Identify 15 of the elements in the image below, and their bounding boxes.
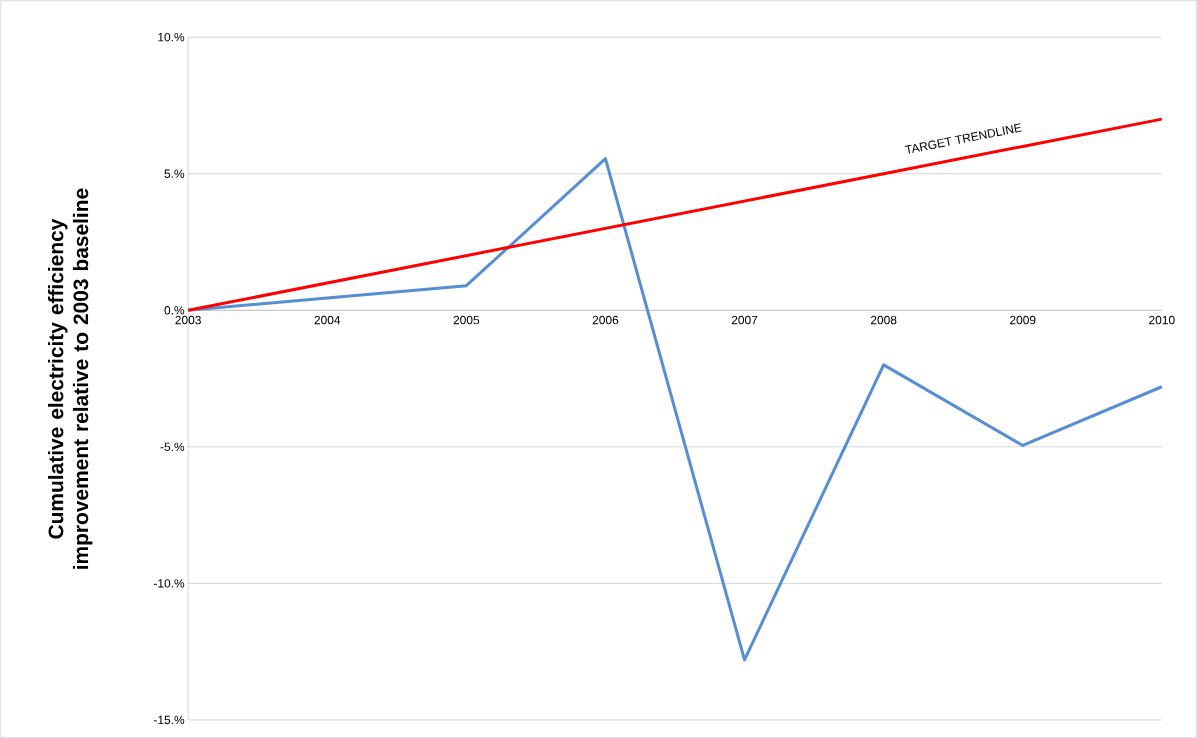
x-tick-label: 2005 — [453, 315, 480, 325]
x-tick-label: 2008 — [870, 315, 897, 325]
x-tick-label: 2003 — [175, 315, 201, 325]
y-tick-label: -10.% — [153, 579, 185, 588]
x-tick-label: 2007 — [731, 315, 758, 325]
x-tick-label: 2006 — [592, 315, 619, 325]
x-tick-label: 2004 — [314, 315, 341, 325]
y-tick-label: 0.% — [164, 305, 185, 315]
x-tick-label: 2010 — [1149, 315, 1175, 325]
y-tick-label: 10.% — [158, 32, 185, 42]
y-tick-label: -5.% — [160, 442, 185, 451]
y-tick-label: -15.% — [153, 715, 185, 725]
y-tick-label: 5.% — [164, 169, 185, 178]
x-tick-label: 2009 — [1010, 315, 1036, 325]
y-axis-title: Cumulative electricity efficiency improvement relative to 2003 baseline — [47, 188, 93, 569]
